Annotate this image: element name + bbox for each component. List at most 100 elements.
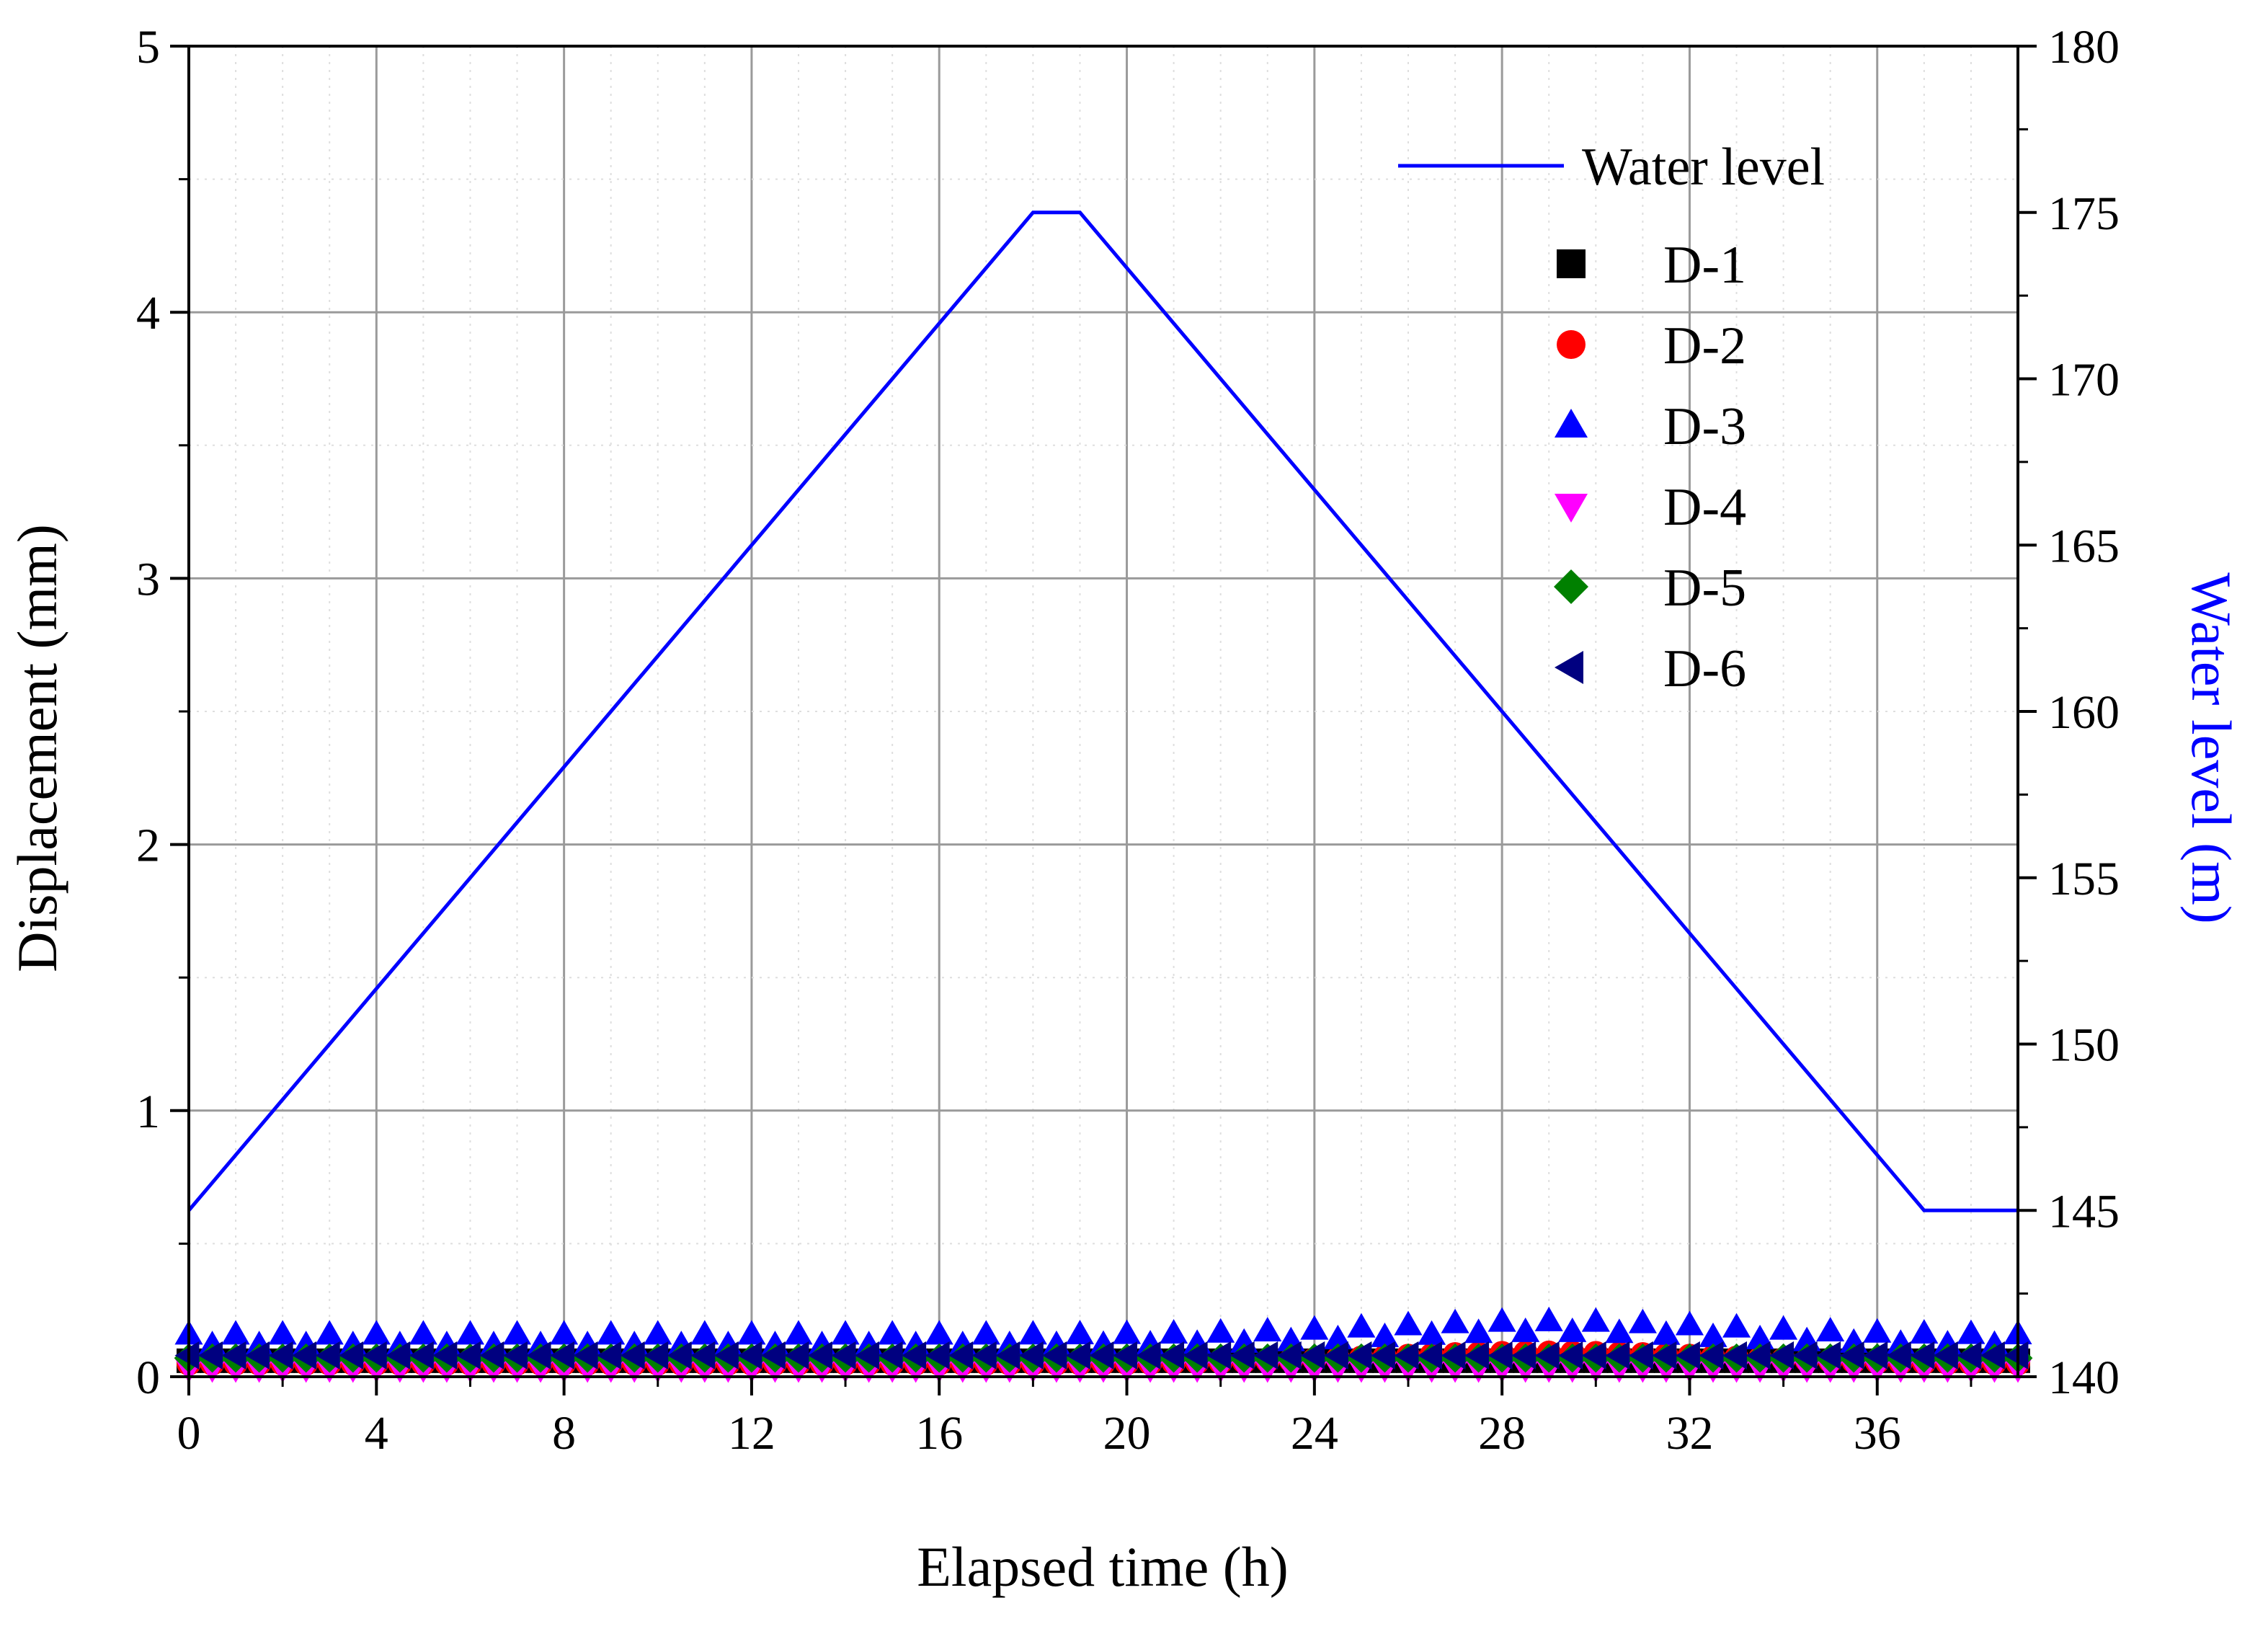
series-d-6-point — [971, 1341, 997, 1370]
series-d-6-point — [1042, 1341, 1067, 1370]
series-d-6-point — [713, 1341, 739, 1370]
series-d-6-point — [948, 1341, 974, 1370]
series-d-6-point — [737, 1341, 762, 1370]
x-axis-title: Elapsed time (h) — [917, 1535, 1289, 1598]
series-d-6-point — [1581, 1341, 1606, 1370]
series-d-6-point — [550, 1341, 575, 1370]
series-d-6-point — [1394, 1341, 1419, 1370]
series-d-3-point — [737, 1320, 766, 1345]
series-d-3-point — [1441, 1308, 1469, 1333]
series-d-6-point — [526, 1341, 551, 1370]
series-d-3-point — [1417, 1320, 1446, 1345]
series-d-3-point — [1675, 1310, 1704, 1336]
series-d-3-point — [1253, 1317, 1282, 1342]
x-tick-label: 28 — [1478, 1407, 1526, 1460]
series-d-6-point — [644, 1341, 669, 1370]
legend-d-3-label: D-3 — [1663, 397, 1746, 456]
series-d-6-point — [1300, 1341, 1325, 1370]
x-tick-label: 8 — [552, 1407, 576, 1460]
series-d-6-point — [1792, 1341, 1818, 1370]
series-d-6-point — [1863, 1341, 1888, 1370]
series-d-6-point — [362, 1341, 387, 1370]
series-d-6-point — [221, 1341, 246, 1370]
legend-d-4-marker — [1555, 494, 1588, 523]
series-d-3-point — [831, 1320, 860, 1345]
legend-d-5-label: D-5 — [1663, 559, 1746, 618]
y-tick-label: 1 — [136, 1086, 160, 1138]
series-d-6-point — [197, 1341, 223, 1370]
series-d-6-point — [386, 1341, 411, 1370]
series-d-6-point — [902, 1341, 927, 1370]
series-d-3-point — [1746, 1324, 1774, 1349]
series-d-3-point — [1370, 1322, 1400, 1347]
series-d-3-point — [1699, 1322, 1727, 1347]
series-d-6-point — [1910, 1341, 1935, 1370]
series-d-3-point — [1605, 1318, 1634, 1344]
series-d-6-point — [292, 1341, 317, 1370]
series-d-6-point — [807, 1341, 832, 1370]
series-d-6-point — [1136, 1341, 1161, 1370]
series-d-6-point — [1441, 1341, 1466, 1370]
x-tick-label: 32 — [1666, 1407, 1713, 1460]
y2-tick-label: 170 — [2048, 354, 2120, 407]
y2-tick-label: 165 — [2048, 520, 2120, 572]
series-d-3-point — [1464, 1318, 1493, 1344]
y2-axis-title: Water level (m) — [2180, 572, 2243, 923]
series-d-6-point — [1370, 1341, 1395, 1370]
series-d-3-point — [1394, 1310, 1423, 1336]
series-d-6-point — [667, 1341, 692, 1370]
series-d-6-point — [1160, 1341, 1185, 1370]
series-d-6-point — [620, 1341, 645, 1370]
y-tick-label: 3 — [136, 553, 160, 605]
legend-water-level-label: Water level — [1582, 138, 1825, 197]
series-d-3-point — [1511, 1317, 1540, 1342]
legend-items: D-1 D-2 D-3 D-4 D-5 D-6 — [1554, 236, 1746, 698]
series-d-6-point — [1699, 1341, 1724, 1370]
grid — [189, 46, 2018, 1377]
series-d-3-point — [1863, 1318, 1892, 1343]
series-d-6-point — [245, 1341, 270, 1370]
series-d-3-point — [1558, 1317, 1587, 1342]
series-d-3-point — [1628, 1308, 1657, 1333]
series-d-3-point — [1323, 1324, 1352, 1349]
series-d-6-point — [1957, 1341, 1982, 1370]
legend-d-2-label: D-2 — [1663, 316, 1746, 376]
series-d-3-point — [1769, 1315, 1798, 1340]
series-d-6-point — [784, 1341, 809, 1370]
displacement-series-layer — [174, 1306, 2033, 1383]
series-d-6-point — [1886, 1341, 1911, 1370]
series-d-3-point — [971, 1320, 1000, 1345]
series-d-3-point — [268, 1320, 297, 1345]
series-d-6-point — [1229, 1341, 1255, 1370]
series-d-6-point — [502, 1341, 528, 1370]
series-d-3-point — [1206, 1318, 1235, 1343]
series-d-6-point — [268, 1341, 293, 1370]
series-d-6-point — [479, 1341, 504, 1370]
series-d-3-point — [550, 1320, 579, 1345]
x-tick-label: 24 — [1291, 1407, 1338, 1460]
legend-d-4-label: D-4 — [1663, 478, 1746, 537]
series-d-6-point — [1253, 1341, 1278, 1370]
axis-ticks: 0 4 8 12 16 20 24 28 32 3601234514014515015516016… — [136, 21, 2120, 1460]
series-d-6-point — [1746, 1341, 1771, 1370]
series-d-6-point — [174, 1341, 200, 1370]
series-d-3-point — [644, 1320, 672, 1345]
legend-d-1-marker — [1557, 249, 1586, 278]
series-d-6-point — [1018, 1341, 1044, 1370]
series-d-6-point — [2004, 1341, 2029, 1370]
series-d-3-point — [502, 1320, 532, 1345]
series-d-6-point — [1675, 1341, 1700, 1370]
x-tick-label: 16 — [915, 1407, 963, 1460]
series-d-6-point — [878, 1341, 903, 1370]
series-d-6-point — [1112, 1341, 1137, 1370]
series-d-6-point — [409, 1341, 434, 1370]
series-d-6-point — [1347, 1341, 1372, 1370]
series-d-3-point — [1018, 1320, 1047, 1345]
x-tick-label: 12 — [728, 1407, 775, 1460]
series-d-6-point — [432, 1341, 458, 1370]
series-d-6-point — [1206, 1341, 1232, 1370]
series-d-6-point — [1980, 1341, 2005, 1370]
y2-tick-label: 155 — [2048, 853, 2120, 905]
